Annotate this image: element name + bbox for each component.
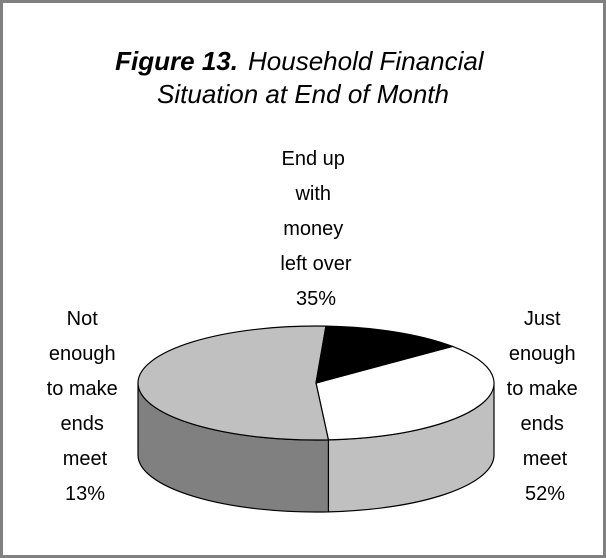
slice [137, 325, 330, 441]
title-line: Household Financial [248, 46, 491, 76]
label-line: to make [47, 378, 124, 400]
title-label: Figure 13. [115, 46, 238, 76]
label-line: money [283, 218, 349, 240]
category-label: End up with money left over [280, 148, 351, 275]
label-line: End up [282, 148, 351, 170]
value-label: 13% [65, 483, 105, 505]
label-line: with [294, 183, 336, 205]
label-line: Just [524, 308, 566, 330]
slice [315, 325, 453, 384]
chart-title: Figure 13. Household Financial Situation … [115, 46, 491, 109]
value-label: 52% [525, 483, 565, 505]
label-line: enough [509, 343, 581, 365]
label-line: ends [521, 413, 570, 435]
title-line: Situation at End of Month [157, 79, 449, 109]
label-line: ends [61, 413, 110, 435]
category-label: Not enough to make ends meet [47, 308, 124, 470]
label-line: enough [49, 343, 121, 365]
label-line: left over [280, 253, 351, 275]
category-label: Just enough to make ends meet [507, 308, 584, 470]
label-line: meet [63, 448, 108, 470]
label-line: Not [67, 308, 104, 330]
label-line: to make [507, 378, 584, 400]
value-label: 35% [296, 288, 336, 310]
label-line: meet [523, 448, 568, 470]
slice [315, 345, 495, 441]
